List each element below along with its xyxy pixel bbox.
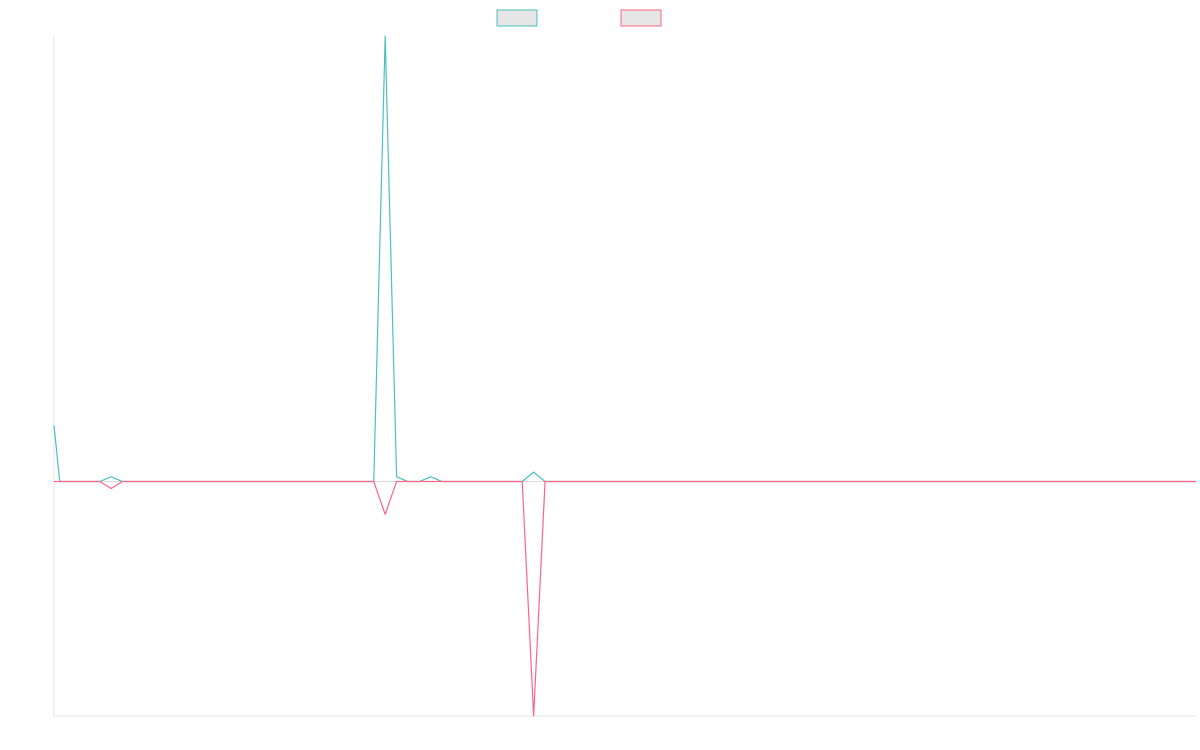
legend[interactable] xyxy=(496,9,662,27)
series-line-1 xyxy=(53,35,1196,483)
series-lines xyxy=(53,35,1196,717)
legend-item-1[interactable] xyxy=(496,9,538,27)
axes xyxy=(53,36,1196,717)
series-line-2 xyxy=(54,480,1196,717)
legend-swatch-2[interactable] xyxy=(620,9,662,27)
legend-item-2[interactable] xyxy=(620,9,662,27)
legend-swatch-1[interactable] xyxy=(496,9,538,27)
